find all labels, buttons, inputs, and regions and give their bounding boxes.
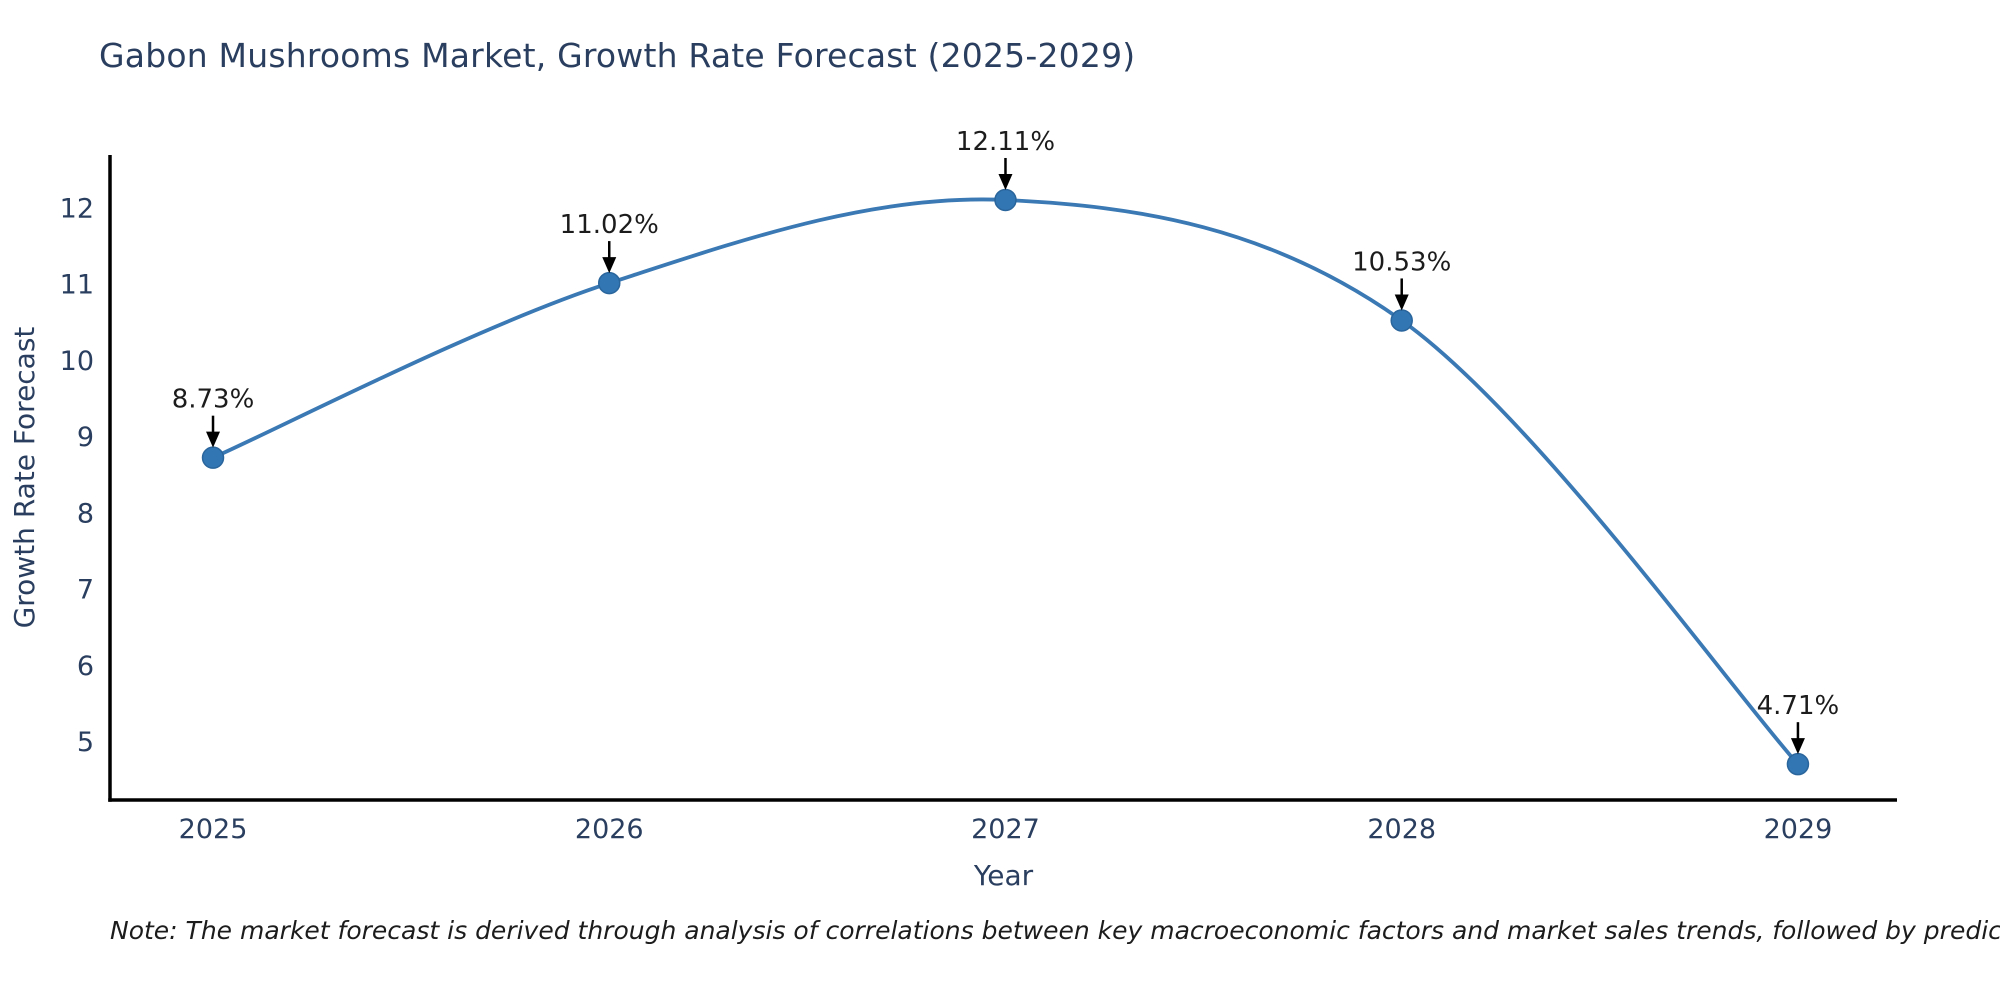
data-point-marker (598, 271, 621, 295)
chart-footnote: Note: The market forecast is derived thr… (110, 916, 2000, 945)
x-tick-label: 2025 (179, 814, 248, 845)
x-tick-label: 2027 (971, 814, 1040, 845)
data-point-marker (1786, 752, 1810, 776)
y-tick-label: 8 (77, 498, 94, 529)
annotation-arrowhead-icon (602, 257, 617, 274)
y-tick-label: 6 (77, 651, 94, 682)
chart-title: Gabon Mushrooms Market, Growth Rate Fore… (99, 36, 1136, 75)
x-axis-title: Year (973, 859, 1034, 892)
annotation-arrowhead-icon (998, 173, 1013, 190)
data-point-label: 10.53% (1352, 247, 1451, 277)
annotation-arrowhead-icon (206, 431, 221, 448)
data-point-marker (994, 188, 1017, 212)
y-tick-label: 5 (77, 727, 94, 758)
y-axis-title: Growth Rate Forecast (8, 327, 41, 629)
x-tick-label: 2029 (1764, 814, 1833, 845)
y-tick-label: 11 (60, 270, 94, 301)
data-point-label: 4.71% (1757, 691, 1840, 721)
data-point-label: 12.11% (956, 127, 1055, 157)
forecast-spline-line (211, 197, 1800, 767)
annotation-arrowhead-icon (1394, 294, 1409, 311)
x-tick-label: 2028 (1367, 814, 1436, 845)
y-tick-label: 12 (60, 193, 94, 224)
data-point-marker (201, 446, 225, 469)
data-point-marker (1390, 309, 1413, 332)
data-point-label: 8.73% (172, 385, 255, 415)
annotation-arrowhead-icon (1790, 738, 1805, 755)
data-point-label: 11.02% (560, 210, 659, 240)
y-tick-label: 7 (77, 575, 94, 606)
x-tick-label: 2026 (575, 814, 644, 845)
y-tick-label: 10 (60, 346, 94, 377)
y-tick-label: 9 (77, 422, 94, 453)
